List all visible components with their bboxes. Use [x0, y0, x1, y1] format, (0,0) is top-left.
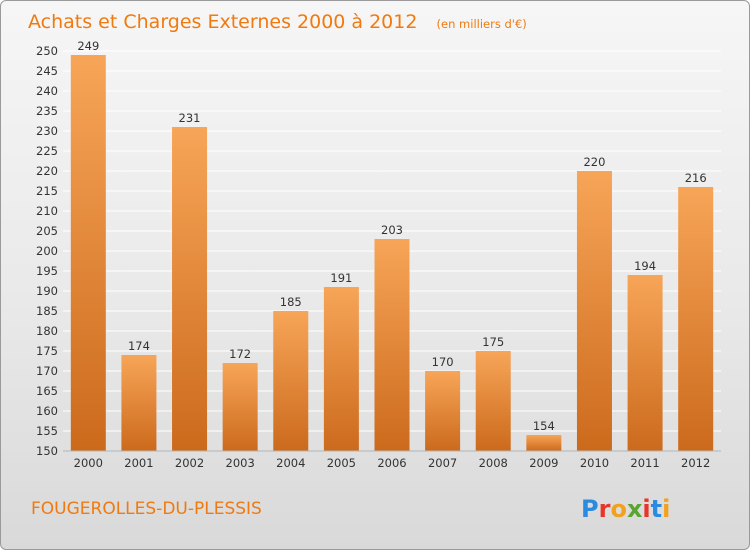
- y-tick-label: 250: [36, 44, 58, 58]
- value-label-2012: 216: [685, 171, 707, 185]
- y-tick-label: 225: [36, 144, 58, 158]
- y-tick-label: 230: [36, 124, 58, 138]
- bar-2007: [425, 371, 461, 451]
- bar-2003: [222, 363, 258, 451]
- logo-letter: r: [599, 495, 611, 523]
- y-tick-label: 215: [36, 184, 58, 198]
- y-tick-label: 240: [36, 84, 58, 98]
- proxiti-logo: Proxiti: [581, 495, 670, 523]
- y-tick-label: 210: [36, 204, 58, 218]
- value-label-2006: 203: [381, 223, 403, 237]
- value-label-2001: 174: [128, 339, 150, 353]
- x-axis-ticks: 2000 2001 2002 2003 2004 2005 2006 2007 2008 2009…: [74, 456, 711, 470]
- bar-2006: [374, 239, 410, 451]
- y-tick-label: 150: [36, 444, 58, 458]
- logo-letter: x: [627, 495, 643, 523]
- value-label-2008: 175: [482, 335, 504, 349]
- x-tick-label-2008: 2008: [479, 456, 508, 470]
- logo-letter: t: [651, 495, 662, 523]
- value-label-2004: 185: [280, 295, 302, 309]
- x-tick-label-2012: 2012: [681, 456, 710, 470]
- bar-2011: [627, 275, 663, 451]
- y-tick-label: 235: [36, 104, 58, 118]
- chart-title: Achats et Charges Externes 2000 à 2012 (…: [28, 11, 527, 33]
- y-axis-ticks: 150 155 160 165 170 175 180 185 190 195 200 205 210 2…: [36, 44, 58, 458]
- bar-2010: [576, 171, 612, 451]
- value-label-2010: 220: [583, 155, 605, 169]
- x-tick-label-2002: 2002: [175, 456, 204, 470]
- x-tick-label-2000: 2000: [74, 456, 103, 470]
- bar-2008: [475, 351, 511, 451]
- y-tick-label: 185: [36, 304, 58, 318]
- value-label-2005: 191: [330, 271, 352, 285]
- bar-2005: [323, 287, 359, 451]
- commune-name: FOUGEROLLES-DU-PLESSIS: [31, 499, 262, 519]
- logo-letter: i: [662, 495, 670, 523]
- value-label-2002: 231: [179, 111, 201, 125]
- y-tick-label: 195: [36, 264, 58, 278]
- y-tick-label: 205: [36, 224, 58, 238]
- bar-2001: [121, 355, 157, 451]
- y-tick-label: 220: [36, 164, 58, 178]
- y-tick-label: 160: [36, 404, 58, 418]
- y-tick-label: 175: [36, 344, 58, 358]
- bars: [70, 55, 714, 451]
- y-tick-label: 190: [36, 284, 58, 298]
- data-labels: 249 174 231 172 185 191 203 170 175 154 220 194 216: [77, 39, 706, 433]
- logo-letter: o: [610, 495, 627, 523]
- value-label-2011: 194: [634, 259, 656, 273]
- value-label-2007: 170: [432, 355, 454, 369]
- logo-letter: i: [642, 495, 650, 523]
- bar-2002: [172, 127, 208, 451]
- y-tick-label: 170: [36, 364, 58, 378]
- y-tick-label: 165: [36, 384, 58, 398]
- x-tick-label-2004: 2004: [276, 456, 305, 470]
- y-tick-label: 245: [36, 64, 58, 78]
- x-tick-label-2010: 2010: [580, 456, 609, 470]
- x-tick-label-2001: 2001: [124, 456, 153, 470]
- y-tick-label: 155: [36, 424, 58, 438]
- bar-2009: [526, 435, 562, 451]
- value-label-2003: 172: [229, 347, 251, 361]
- y-tick-label: 180: [36, 324, 58, 338]
- y-tick-label: 200: [36, 244, 58, 258]
- logo-letter: P: [581, 495, 599, 523]
- x-tick-label-2003: 2003: [226, 456, 255, 470]
- bar-2004: [273, 311, 309, 451]
- value-label-2000: 249: [77, 39, 99, 53]
- x-tick-label-2006: 2006: [377, 456, 406, 470]
- x-tick-label-2011: 2011: [630, 456, 659, 470]
- bar-2000: [70, 55, 106, 451]
- x-tick-label-2005: 2005: [327, 456, 356, 470]
- x-tick-label-2007: 2007: [428, 456, 457, 470]
- value-label-2009: 154: [533, 419, 555, 433]
- x-tick-label-2009: 2009: [529, 456, 558, 470]
- bar-2012: [678, 187, 714, 451]
